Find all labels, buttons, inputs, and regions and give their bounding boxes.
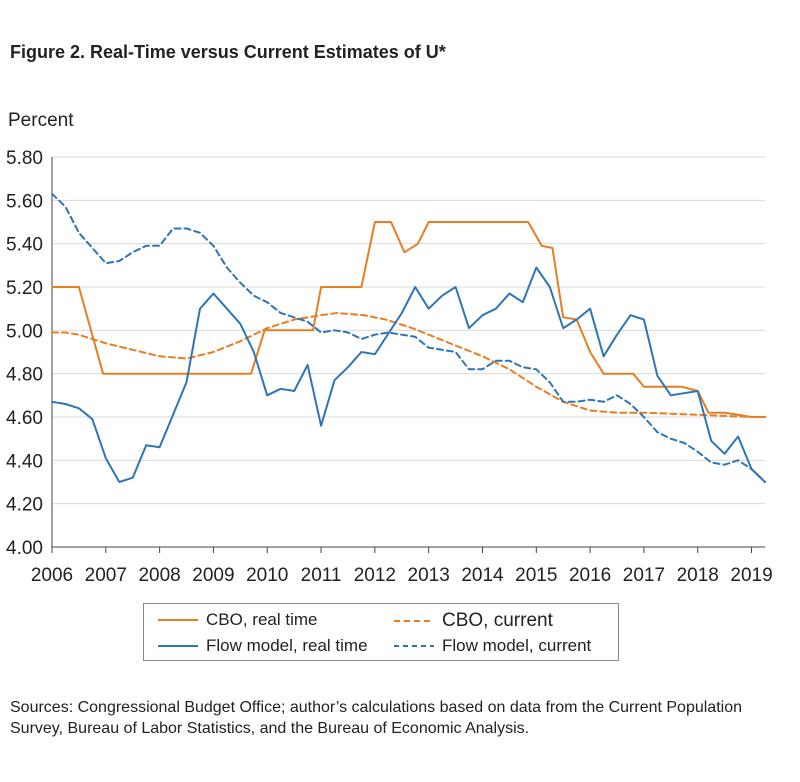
source-note: Sources: Congressional Budget Office; au… [10,699,742,737]
y-tick-label: 4.80 [6,365,43,386]
y-axis-label: Percent [8,110,74,131]
legend-swatch-solid-blue [158,645,198,647]
x-tick-label: 2017 [623,565,665,586]
legend-swatch-solid-orange [158,619,198,621]
y-tick-label: 5.80 [6,148,43,169]
x-tick-label: 2014 [461,565,504,586]
axes [51,157,765,553]
x-tick-label: 2010 [246,565,288,586]
gridlines [52,156,765,505]
x-tick-label: 2011 [301,565,342,586]
x-tick-label: 2015 [515,565,557,586]
x-tick-label: 2006 [31,565,73,586]
y-tick-labels: 4.00 4.20 4.40 4.60 4.80 5.00 5.20 5.40 5.60 5.80 [6,148,43,559]
series-line-cbo-real-time [51,221,766,418]
x-tick-label: 2016 [569,565,611,586]
legend-label: Flow model, current [442,636,592,655]
x-tick-label: 2013 [408,565,450,586]
y-tick-label: 5.60 [6,191,43,212]
x-tick-label: 2009 [192,565,234,586]
y-tick-label: 5.00 [6,321,43,342]
series-line-cbo-current [51,312,766,418]
legend: CBO, real time CBO, current Flow model, … [143,603,619,661]
x-tick-label: 2012 [354,565,396,586]
y-tick-label: 5.40 [6,235,43,256]
legend-swatch-dashed-orange [394,620,434,622]
legend-item-cbo-current: CBO, current [394,610,553,632]
legend-item-flow-current: Flow model, current [394,636,591,656]
y-tick-label: 4.20 [6,495,43,516]
series-line-flow-model-current [51,192,766,483]
x-tick-label: 2007 [85,565,127,586]
series-lines [51,192,766,483]
x-tick-labels: 2006 2007 2008 2009 2010 2011 2012 2013 2014 2015… [31,565,773,586]
line-chart: 4.00 4.20 4.40 4.60 4.80 5.00 5.20 5.40 5.60 5.80… [6,148,773,586]
y-tick-label: 4.60 [6,408,43,429]
y-tick-label: 4.40 [6,451,43,472]
legend-item-cbo-real-time: CBO, real time [158,610,317,630]
legend-item-flow-real-time: Flow model, real time [158,636,368,656]
y-tick-label: 5.20 [6,278,43,299]
legend-label: CBO, real time [206,610,318,629]
x-tick-label: 2019 [730,565,772,586]
legend-swatch-dashed-blue [394,645,434,647]
legend-label: CBO, current [442,610,553,631]
x-tick-label: 2018 [677,565,719,586]
series-line-flow-model-real-time [51,266,766,483]
chart-title: Figure 2. Real-Time versus Current Estim… [10,42,446,62]
y-tick-label: 4.00 [6,538,43,559]
x-tick-label: 2008 [138,565,180,586]
legend-label: Flow model, real time [206,636,368,655]
